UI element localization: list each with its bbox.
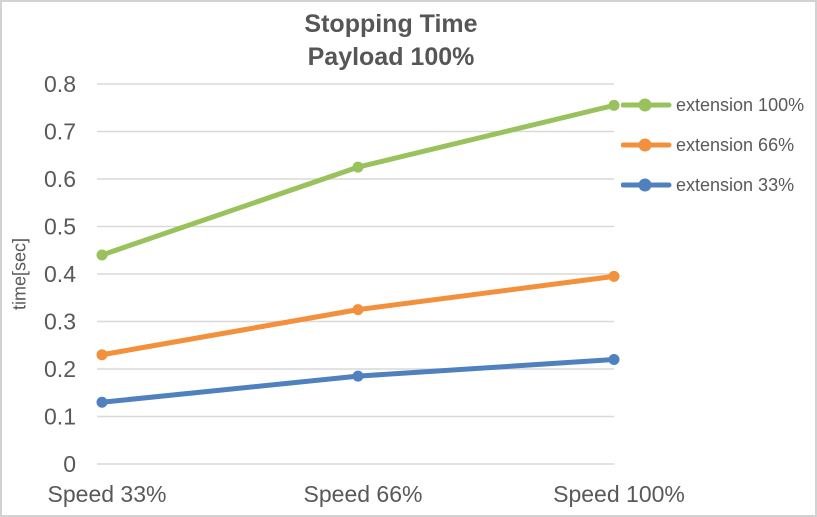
x-category-label: Speed 66% bbox=[304, 481, 423, 507]
chart-subtitle: Payload 100% bbox=[307, 43, 475, 71]
data-point-extension-100- bbox=[96, 249, 108, 261]
x-category-label: Speed 100% bbox=[553, 481, 685, 507]
legend-item-extension-100-: extension 100% bbox=[621, 85, 804, 125]
legend-marker-icon bbox=[621, 98, 672, 112]
legend-marker-icon bbox=[621, 138, 672, 152]
chart-title: Stopping Time bbox=[304, 10, 478, 38]
y-tick-label: 0.5 bbox=[44, 214, 76, 240]
y-tick-label: 0.4 bbox=[44, 261, 76, 287]
series-line-extension-100- bbox=[99, 102, 617, 258]
y-tick-label: 0.7 bbox=[44, 119, 76, 145]
y-tick-label: 0.3 bbox=[44, 309, 76, 335]
x-category-label: Speed 33% bbox=[48, 481, 167, 507]
y-tick-label: 0.1 bbox=[44, 404, 76, 430]
data-point-extension-66- bbox=[96, 349, 108, 361]
legend-label: extension 33% bbox=[676, 174, 795, 195]
y-tick-label: 0.8 bbox=[44, 71, 76, 97]
y-tick-label: 0.2 bbox=[44, 356, 76, 382]
data-point-extension-66- bbox=[352, 304, 364, 316]
legend-marker-icon bbox=[621, 178, 672, 192]
data-point-extension-33- bbox=[352, 370, 364, 382]
legend: extension 100% extension 66% extension 33% bbox=[621, 85, 804, 205]
data-point-extension-100- bbox=[608, 99, 620, 111]
legend-label: extension 66% bbox=[676, 134, 795, 155]
y-tick-label: 0.6 bbox=[44, 166, 76, 192]
chart-title-block: Stopping Time Payload 100% bbox=[2, 8, 780, 74]
legend-item-extension-33-: extension 33% bbox=[621, 165, 804, 205]
data-point-extension-66- bbox=[608, 270, 620, 282]
data-point-extension-33- bbox=[96, 396, 108, 408]
data-point-extension-33- bbox=[608, 354, 620, 365]
y-tick-label: 0 bbox=[63, 451, 76, 477]
legend-label: extension 100% bbox=[676, 94, 805, 115]
legend-item-extension-66-: extension 66% bbox=[621, 125, 804, 165]
data-point-extension-100- bbox=[352, 161, 364, 173]
series-line-extension-66- bbox=[99, 273, 617, 358]
